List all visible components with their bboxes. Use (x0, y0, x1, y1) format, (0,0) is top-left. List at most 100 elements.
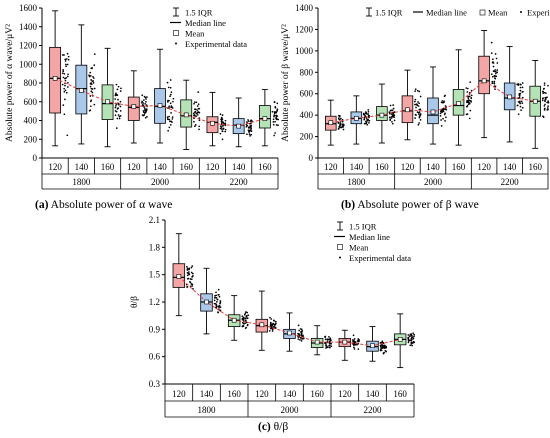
b-mean-marker (328, 120, 334, 125)
c-data-point (300, 333, 303, 336)
b-data-point (517, 113, 520, 116)
a-data-point (91, 80, 94, 82)
a-data-point (198, 128, 200, 131)
c-data-point (324, 336, 326, 338)
a-data-point (222, 128, 225, 130)
c-data-point (186, 271, 189, 274)
a-data-point (196, 114, 199, 116)
a-data-point (116, 117, 119, 120)
a-data-point (248, 131, 250, 134)
a-data-point (119, 109, 122, 112)
a-data-point (91, 91, 94, 94)
b-data-point (390, 117, 393, 119)
a-data-point (250, 130, 253, 133)
b-data-point (440, 119, 442, 121)
c-data-point (245, 320, 247, 322)
a-data-point (142, 102, 145, 104)
a-data-point (117, 85, 120, 88)
b-data-point (417, 105, 420, 107)
caption-c-tag: (c) (258, 421, 271, 433)
a-data-point (220, 116, 223, 119)
a-data-point (196, 112, 198, 115)
a-data-point (168, 105, 171, 108)
c-y-tick-label: 2.1 (149, 215, 160, 225)
c-data-point (354, 341, 356, 343)
a-data-point (89, 105, 92, 108)
a-data-point (143, 99, 145, 101)
c-data-point (219, 309, 222, 312)
b-data-point (468, 102, 471, 105)
b-data-point (443, 95, 446, 98)
b-data-point (519, 102, 522, 105)
a-data-point (272, 118, 275, 121)
a-data-point (246, 124, 249, 127)
b-data-point (541, 90, 544, 93)
b-category-label: 120 (477, 162, 491, 172)
a-data-point (142, 110, 145, 112)
a-data-point (67, 58, 70, 61)
a-data-point (66, 86, 69, 88)
a-data-point (246, 133, 248, 136)
c-mean-marker (342, 339, 348, 345)
a-data-point (221, 125, 224, 127)
c-data-point (297, 336, 300, 338)
a-data-point (276, 110, 279, 112)
b-mean-marker (481, 78, 487, 84)
c-category-label: 160 (310, 389, 324, 399)
c-legend-label: Experimental data (349, 253, 411, 263)
c-data-point (385, 345, 387, 348)
c-data-point (410, 343, 413, 345)
b-data-point (391, 122, 394, 125)
a-data-point (91, 67, 93, 69)
c-data-point (408, 339, 411, 342)
a-data-point (88, 74, 90, 77)
c-data-point (271, 326, 273, 329)
c-data-point (301, 338, 303, 340)
b-data-point (341, 124, 344, 126)
c-data-point (244, 317, 247, 319)
c-data-point (299, 328, 302, 330)
b-data-point (416, 103, 418, 106)
c-data-point (324, 342, 326, 345)
b-data-point (490, 52, 493, 54)
b-data-point (520, 109, 522, 112)
a-data-point (169, 93, 172, 96)
b-data-point (390, 113, 393, 115)
b-data-point (465, 113, 468, 116)
b-category-label: 160 (528, 162, 542, 172)
a-data-point (193, 113, 196, 116)
a-data-point (171, 107, 174, 109)
b-data-point (388, 116, 391, 119)
b-data-point (521, 82, 524, 84)
c-data-point (410, 334, 413, 337)
a-data-point (194, 108, 197, 111)
b-data-point (521, 102, 524, 104)
c-data-point (351, 339, 354, 341)
b-data-point (444, 108, 446, 110)
c-data-point (352, 343, 355, 346)
a-legend-label: Median line (185, 18, 226, 28)
c-data-point (410, 339, 413, 342)
c-data-point (246, 311, 249, 314)
b-data-point (492, 65, 495, 68)
c-data-point (190, 271, 193, 274)
a-data-point (89, 71, 92, 74)
a-data-point (144, 102, 146, 105)
a-data-point (168, 118, 171, 121)
c-data-point (413, 335, 415, 338)
a-data-point (169, 102, 172, 105)
a-data-point (115, 105, 117, 107)
a-group-label: 2000 (151, 177, 170, 187)
c-y-tick-label: 1.5 (149, 270, 161, 280)
b-data-point (391, 120, 393, 123)
a-data-point (192, 112, 195, 115)
c-data-point (330, 342, 332, 345)
c-data-point (270, 318, 273, 320)
c-data-point (189, 278, 192, 280)
a-data-point (198, 119, 201, 122)
b-data-point (543, 82, 546, 85)
c-category-label: 140 (366, 389, 380, 399)
c-data-point (407, 334, 410, 336)
a-data-point (166, 101, 169, 103)
b-data-point (547, 108, 549, 111)
